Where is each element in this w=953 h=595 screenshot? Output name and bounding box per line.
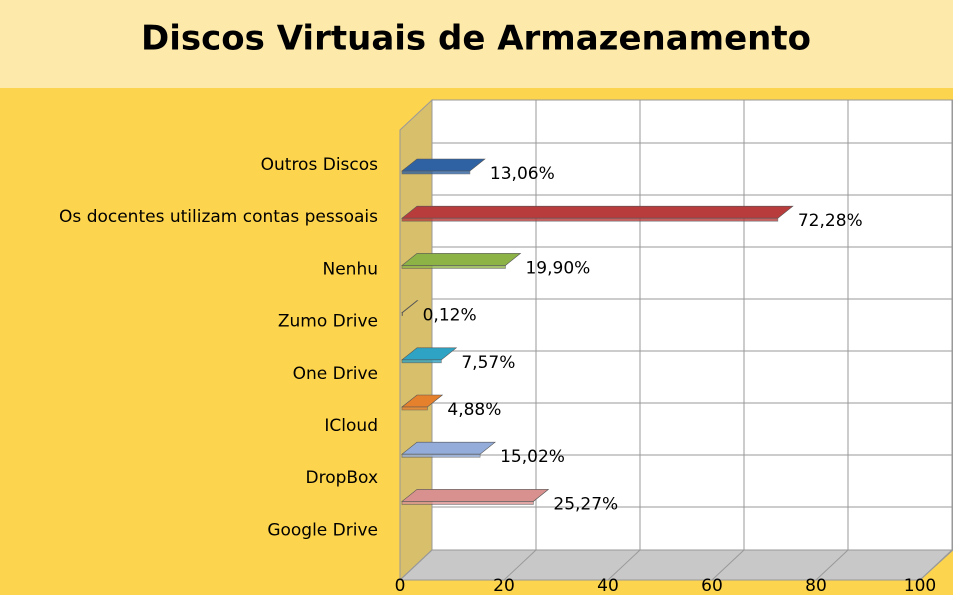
chart-title: Discos Virtuais de Armazenamento — [141, 19, 811, 59]
y-tick-label: Google Drive — [267, 520, 378, 540]
x-tick-label: 80 — [805, 576, 827, 595]
grid-line — [607, 549, 641, 581]
grid-line — [399, 549, 433, 581]
value-label: 4,88% — [447, 400, 501, 420]
bar-front — [401, 312, 403, 316]
bar-front — [401, 453, 481, 458]
grid-line — [919, 549, 953, 581]
value-label: 7,57% — [461, 353, 515, 373]
value-label: 13,06% — [490, 164, 555, 184]
bar — [401, 158, 486, 172]
bar — [401, 253, 522, 266]
h-grid — [432, 142, 953, 508]
value-label: 72,28% — [798, 211, 863, 231]
y-tick-label: Outros Discos — [261, 155, 379, 175]
y-tick-label: ICloud — [324, 416, 378, 436]
bar — [401, 441, 496, 455]
x-tick-label: 100 — [904, 576, 936, 595]
x-tick-label: 40 — [597, 576, 619, 595]
bar-front — [401, 170, 471, 175]
value-label: 19,90% — [525, 258, 590, 278]
bar-front — [401, 265, 506, 269]
floor — [398, 549, 953, 581]
y-tick-label: DropBox — [306, 468, 379, 488]
bar-front — [401, 359, 442, 364]
y-tick-label: Os docentes utilizam contas pessoais — [59, 207, 378, 227]
y-tick-label: Nenhu — [323, 259, 379, 279]
value-label: 0,12% — [423, 306, 477, 326]
value-label: 25,27% — [553, 494, 618, 514]
bar — [401, 489, 550, 502]
value-label: 15,02% — [500, 447, 565, 467]
bar-front — [401, 217, 779, 222]
grid-line — [503, 549, 537, 581]
grid-line — [815, 549, 849, 581]
x-tick-label: 20 — [493, 576, 515, 595]
y-tick-label: One Drive — [293, 364, 378, 384]
y-tick-label: Zumo Drive — [278, 312, 378, 332]
title-band — [0, 0, 953, 88]
x-tick-label: 0 — [395, 576, 406, 595]
bar-front — [401, 406, 428, 411]
bar-front — [401, 501, 534, 505]
bar — [401, 205, 794, 219]
grid-line — [711, 549, 745, 581]
x-tick-label: 60 — [701, 576, 723, 595]
